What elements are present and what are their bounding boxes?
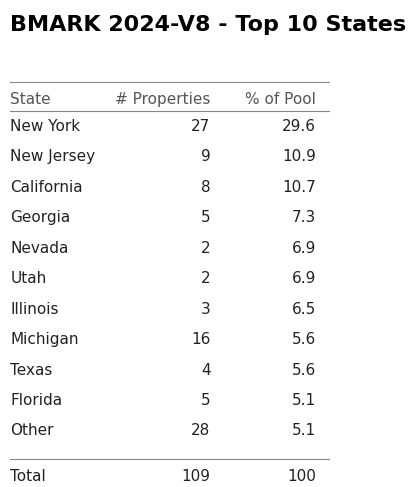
Text: BMARK 2024-V8 - Top 10 States: BMARK 2024-V8 - Top 10 States [10,15,406,35]
Text: 10.7: 10.7 [282,180,316,195]
Text: 29.6: 29.6 [282,118,316,133]
Text: 2: 2 [201,241,210,256]
Text: 2: 2 [201,271,210,286]
Text: # Properties: # Properties [115,92,210,107]
Text: 8: 8 [201,180,210,195]
Text: 5: 5 [201,210,210,225]
Text: Florida: Florida [10,393,62,408]
Text: State: State [10,92,51,107]
Text: 9: 9 [201,149,210,164]
Text: New York: New York [10,118,80,133]
Text: 27: 27 [191,118,210,133]
Text: 3: 3 [201,301,210,317]
Text: Other: Other [10,424,54,438]
Text: Illinois: Illinois [10,301,59,317]
Text: 5.6: 5.6 [291,362,316,377]
Text: 100: 100 [287,468,316,484]
Text: Nevada: Nevada [10,241,68,256]
Text: 5.1: 5.1 [292,424,316,438]
Text: 6.9: 6.9 [291,241,316,256]
Text: 4: 4 [201,362,210,377]
Text: 6.5: 6.5 [291,301,316,317]
Text: 5.1: 5.1 [292,393,316,408]
Text: Texas: Texas [10,362,52,377]
Text: 16: 16 [191,332,210,347]
Text: % of Pool: % of Pool [245,92,316,107]
Text: Michigan: Michigan [10,332,79,347]
Text: 109: 109 [181,468,210,484]
Text: Georgia: Georgia [10,210,71,225]
Text: Total: Total [10,468,46,484]
Text: California: California [10,180,83,195]
Text: New Jersey: New Jersey [10,149,95,164]
Text: 10.9: 10.9 [282,149,316,164]
Text: Utah: Utah [10,271,47,286]
Text: 7.3: 7.3 [291,210,316,225]
Text: 6.9: 6.9 [291,271,316,286]
Text: 5.6: 5.6 [291,332,316,347]
Text: 5: 5 [201,393,210,408]
Text: 28: 28 [191,424,210,438]
